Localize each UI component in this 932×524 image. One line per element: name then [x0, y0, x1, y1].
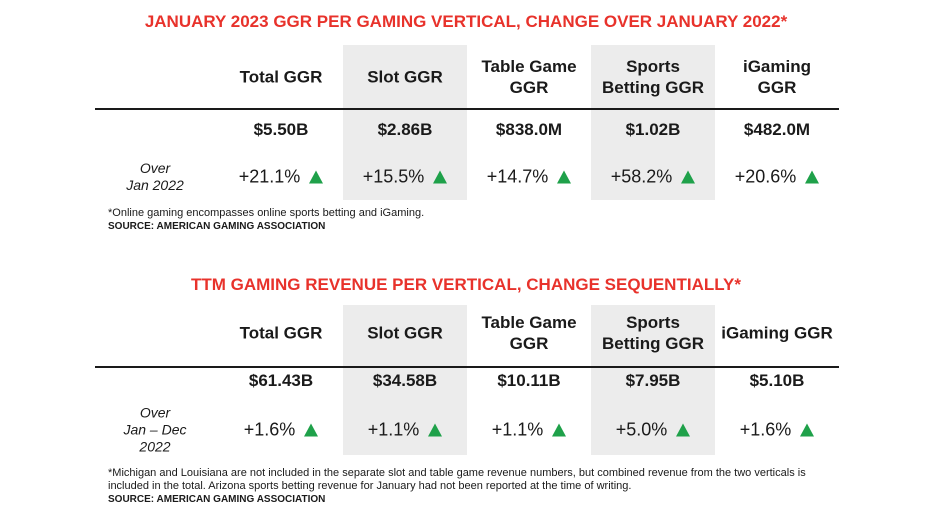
value-cell: $5.50B — [253, 120, 309, 139]
text-line: GGR — [509, 78, 549, 97]
text-line: Over — [139, 160, 171, 176]
up-arrow — [428, 423, 443, 437]
change-cell: +1.1% — [343, 420, 467, 441]
change-cell: +58.2% — [591, 167, 715, 188]
value-cell: $1.02B — [625, 120, 681, 139]
row-label: Over Jan – Dec 2022 — [93, 405, 217, 456]
text-line: Sports — [626, 57, 680, 76]
column-header: Sports Betting GGR — [591, 312, 715, 354]
change-cell: +21.1% — [219, 167, 343, 188]
value-cell: $10.11B — [497, 371, 561, 390]
text-line: 2022 — [139, 438, 171, 455]
text-line: Table Game — [481, 313, 577, 332]
up-arrow — [552, 423, 567, 437]
value-cell: $34.58B — [372, 371, 438, 390]
up-arrow — [676, 423, 691, 437]
value-cell: $5.10B — [749, 371, 805, 390]
text-line: Over — [139, 404, 171, 421]
change-text: +21.1% — [238, 166, 301, 187]
up-arrow — [557, 170, 572, 184]
text-line: iGaming — [742, 57, 811, 76]
value-cell: $61.43B — [248, 371, 314, 390]
up-arrow — [805, 170, 820, 184]
change-text: +20.6% — [734, 166, 797, 187]
change-text: +1.1% — [367, 419, 420, 440]
column-header: Total GGR — [239, 323, 323, 343]
text-line: Betting GGR — [602, 78, 704, 97]
change-text: +5.0% — [615, 419, 668, 440]
column-header: Table Game GGR — [467, 56, 591, 98]
header-rule — [95, 108, 839, 110]
text-line: GGR — [509, 334, 549, 353]
column-shade — [343, 305, 467, 455]
change-cell: +1.6% — [715, 420, 839, 441]
header-rule — [95, 366, 839, 368]
up-arrow — [304, 423, 319, 437]
text-line: Jan 2022 — [126, 177, 184, 193]
change-cell: +14.7% — [467, 167, 591, 188]
change-cell: +5.0% — [591, 420, 715, 441]
change-cell: +1.1% — [467, 420, 591, 441]
footnote-text: *Online gaming encompasses online sports… — [108, 207, 425, 219]
row-label: Over Jan 2022 — [93, 160, 217, 194]
up-arrow — [800, 423, 815, 437]
change-text: +15.5% — [362, 166, 425, 187]
change-cell: +20.6% — [715, 167, 839, 188]
change-text: +14.7% — [486, 166, 549, 187]
column-header: iGaming GGR — [721, 323, 833, 343]
change-text: +1.6% — [243, 419, 296, 440]
change-cell: +15.5% — [343, 167, 467, 188]
column-header: Slot GGR — [367, 323, 443, 343]
up-arrow — [681, 170, 696, 184]
column-header: Slot GGR — [367, 67, 443, 87]
value-cell: $7.95B — [625, 371, 681, 390]
change-text: +58.2% — [610, 166, 673, 187]
value-cell: $2.86B — [377, 120, 433, 139]
footnote: *Michigan and Louisiana are not included… — [108, 467, 848, 506]
text-line: GGR — [757, 78, 797, 97]
footnote: *Online gaming encompasses online sports… — [108, 207, 848, 233]
change-cell: +1.6% — [219, 420, 343, 441]
footnote-text: *Michigan and Louisiana are not included… — [108, 467, 806, 492]
column-header: Sports Betting GGR — [591, 56, 715, 98]
column-header: iGaming GGR — [715, 56, 839, 98]
column-header: Table Game GGR — [467, 312, 591, 354]
section-title: TTM GAMING REVENUE PER VERTICAL, CHANGE … — [190, 275, 742, 294]
text-line: Jan – Dec — [123, 421, 187, 438]
column-shade — [591, 305, 715, 455]
column-header: Total GGR — [239, 67, 323, 87]
up-arrow — [309, 170, 324, 184]
section-title: JANUARY 2023 GGR PER GAMING VERTICAL, CH… — [144, 12, 788, 31]
source: SOURCE: AMERICAN GAMING ASSOCIATION — [108, 221, 326, 232]
source: SOURCE: AMERICAN GAMING ASSOCIATION — [108, 494, 326, 505]
change-text: +1.6% — [739, 419, 792, 440]
value-cell: $838.0M — [495, 120, 563, 139]
value-cell: $482.0M — [743, 120, 811, 139]
up-arrow — [433, 170, 448, 184]
text-line: Table Game — [481, 57, 577, 76]
text-line: Sports — [626, 313, 680, 332]
change-text: +1.1% — [491, 419, 544, 440]
text-line: Betting GGR — [602, 334, 704, 353]
